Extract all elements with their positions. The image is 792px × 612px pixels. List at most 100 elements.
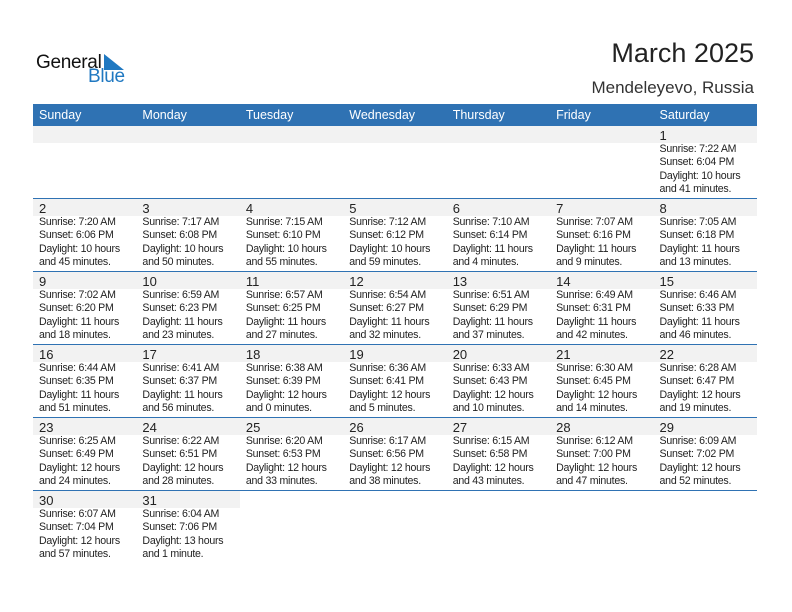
daylight-text: and 27 minutes. (245, 329, 318, 342)
sunset-text: Sunset: 6:53 PM (245, 448, 321, 461)
day-number: 2 (33, 199, 137, 216)
week-row: 1 Sunrise: 7:22 AM Sunset: 6:04 PM Daylight… (33, 126, 757, 199)
day-cell: 24 Sunrise: 6:22 AM Sunset: 6:51 PM Dayligh… (136, 418, 240, 490)
daylight-text: Daylight: 12 hours (245, 461, 327, 474)
sunset-text: Sunset: 6:45 PM (556, 375, 631, 388)
sunrise-text: Sunrise: 6:07 AM (39, 508, 116, 520)
sunset-text: Sunset: 6:37 PM (142, 375, 217, 388)
empty-cell (550, 126, 654, 198)
empty-cell (240, 491, 343, 564)
empty-cell (550, 491, 653, 564)
weekday-wednesday: Wednesday (349, 108, 416, 122)
sunset-text: Sunset: 6:41 PM (349, 375, 424, 388)
daylight-text: and 10 minutes. (452, 402, 525, 415)
day-number: 19 (343, 345, 447, 362)
day-number: 10 (136, 272, 240, 289)
day-number: 4 (239, 199, 344, 216)
sunrise-text: Sunrise: 7:20 AM (39, 216, 116, 228)
day-cell: 25 Sunrise: 6:20 AM Sunset: 6:53 PM Dayligh… (239, 418, 344, 490)
day-number: 17 (136, 345, 240, 362)
daylight-text: and 37 minutes. (452, 329, 525, 342)
sunset-text: Sunset: 6:39 PM (245, 375, 321, 388)
daylight-text: and 32 minutes. (349, 329, 421, 342)
daylight-text: and 57 minutes. (39, 548, 111, 561)
sunset-text: Sunset: 6:35 PM (39, 375, 114, 388)
daylight-text: Daylight: 10 hours (245, 242, 327, 255)
day-cell: 15 Sunrise: 6:46 AM Sunset: 6:33 PM Dayligh… (653, 272, 757, 344)
day-cell: 7 Sunrise: 7:07 AM Sunset: 6:16 PM Daylight… (550, 199, 654, 271)
day-number: 22 (653, 345, 757, 362)
day-number (550, 126, 654, 143)
daylight-text: Daylight: 12 hours (349, 388, 431, 401)
sunset-text: Sunset: 6:31 PM (556, 302, 631, 315)
empty-cell (343, 126, 447, 198)
daylight-text: Daylight: 11 hours (39, 388, 120, 401)
daylight-text: Daylight: 11 hours (349, 315, 430, 328)
daylight-text: and 38 minutes. (349, 475, 421, 488)
sunrise-text: Sunrise: 7:10 AM (452, 216, 530, 228)
empty-cell (343, 491, 446, 564)
daylight-text: and 59 minutes. (349, 256, 421, 269)
daylight-text: Daylight: 11 hours (659, 242, 740, 255)
day-cell: 8 Sunrise: 7:05 AM Sunset: 6:18 PM Daylight… (653, 199, 757, 271)
sunrise-text: Sunrise: 6:33 AM (452, 362, 530, 374)
day-cell: 4 Sunrise: 7:15 AM Sunset: 6:10 PM Daylight… (239, 199, 344, 271)
sunset-text: Sunset: 6:29 PM (452, 302, 528, 315)
sunset-text: Sunset: 6:20 PM (39, 302, 114, 315)
day-cell: 31 Sunrise: 6:04 AM Sunset: 7:06 PM Dayligh… (136, 491, 240, 564)
sunrise-text: Sunrise: 6:17 AM (349, 435, 426, 447)
daylight-text: Daylight: 11 hours (245, 315, 326, 328)
daylight-text: and 52 minutes. (659, 475, 732, 488)
day-number (239, 126, 344, 143)
empty-cell (33, 126, 137, 198)
day-number: 28 (550, 418, 654, 435)
sunset-text: Sunset: 6:49 PM (39, 448, 114, 461)
calendar-weeks: 1 Sunrise: 7:22 AM Sunset: 6:04 PM Daylight… (33, 126, 757, 564)
daylight-text: Daylight: 12 hours (245, 388, 327, 401)
sunrise-text: Sunrise: 6:54 AM (349, 289, 426, 301)
daylight-text: Daylight: 11 hours (142, 315, 223, 328)
daylight-text: Daylight: 10 hours (39, 242, 120, 255)
sunrise-text: Sunrise: 6:20 AM (245, 435, 323, 447)
day-number: 26 (343, 418, 447, 435)
day-cell: 18 Sunrise: 6:38 AM Sunset: 6:39 PM Dayligh… (239, 345, 344, 417)
day-cell: 29 Sunrise: 6:09 AM Sunset: 7:02 PM Dayligh… (653, 418, 757, 490)
daylight-text: and 19 minutes. (659, 402, 732, 415)
page-title: March 2025 (611, 38, 754, 68)
day-cell: 28 Sunrise: 6:12 AM Sunset: 7:00 PM Dayligh… (550, 418, 654, 490)
day-number: 24 (136, 418, 240, 435)
weekday-tuesday: Tuesday (245, 108, 294, 122)
sunset-text: Sunset: 6:04 PM (659, 156, 735, 169)
sunrise-text: Sunrise: 7:02 AM (39, 289, 116, 301)
day-number: 16 (33, 345, 137, 362)
sunset-text: Sunset: 6:06 PM (39, 229, 114, 242)
day-number: 13 (446, 272, 551, 289)
daylight-text: Daylight: 11 hours (556, 242, 637, 255)
day-number (343, 126, 447, 143)
daylight-text: Daylight: 12 hours (39, 461, 120, 474)
sunset-text: Sunset: 6:43 PM (452, 375, 528, 388)
day-number: 25 (239, 418, 344, 435)
sunrise-text: Sunrise: 7:05 AM (659, 216, 737, 228)
sunset-text: Sunset: 6:08 PM (142, 229, 217, 242)
daylight-text: Daylight: 11 hours (659, 315, 740, 328)
weekday-sunday: Sunday (39, 108, 82, 122)
empty-cell (447, 491, 550, 564)
day-number: 21 (550, 345, 654, 362)
sunset-text: Sunset: 7:00 PM (556, 448, 631, 461)
sunrise-text: Sunrise: 6:25 AM (39, 435, 116, 447)
day-number (136, 126, 240, 143)
daylight-text: and 1 minute. (142, 548, 204, 561)
sunset-text: Sunset: 6:10 PM (245, 229, 321, 242)
location: Mendeleyevo, Russia (591, 78, 754, 97)
sunrise-text: Sunrise: 6:04 AM (142, 508, 220, 520)
daylight-text: and 13 minutes. (659, 256, 732, 269)
daylight-text: Daylight: 11 hours (142, 388, 223, 401)
sunrise-text: Sunrise: 6:49 AM (556, 289, 633, 301)
week-row: 23 Sunrise: 6:25 AM Sunset: 6:49 PM Dayligh… (33, 418, 757, 491)
week-row: 30 Sunrise: 6:07 AM Sunset: 7:04 PM Dayligh… (33, 491, 757, 564)
day-number: 1 (653, 126, 757, 143)
sunrise-text: Sunrise: 6:28 AM (659, 362, 737, 374)
sunrise-text: Sunrise: 6:12 AM (556, 435, 633, 447)
daylight-text: Daylight: 12 hours (39, 534, 120, 547)
